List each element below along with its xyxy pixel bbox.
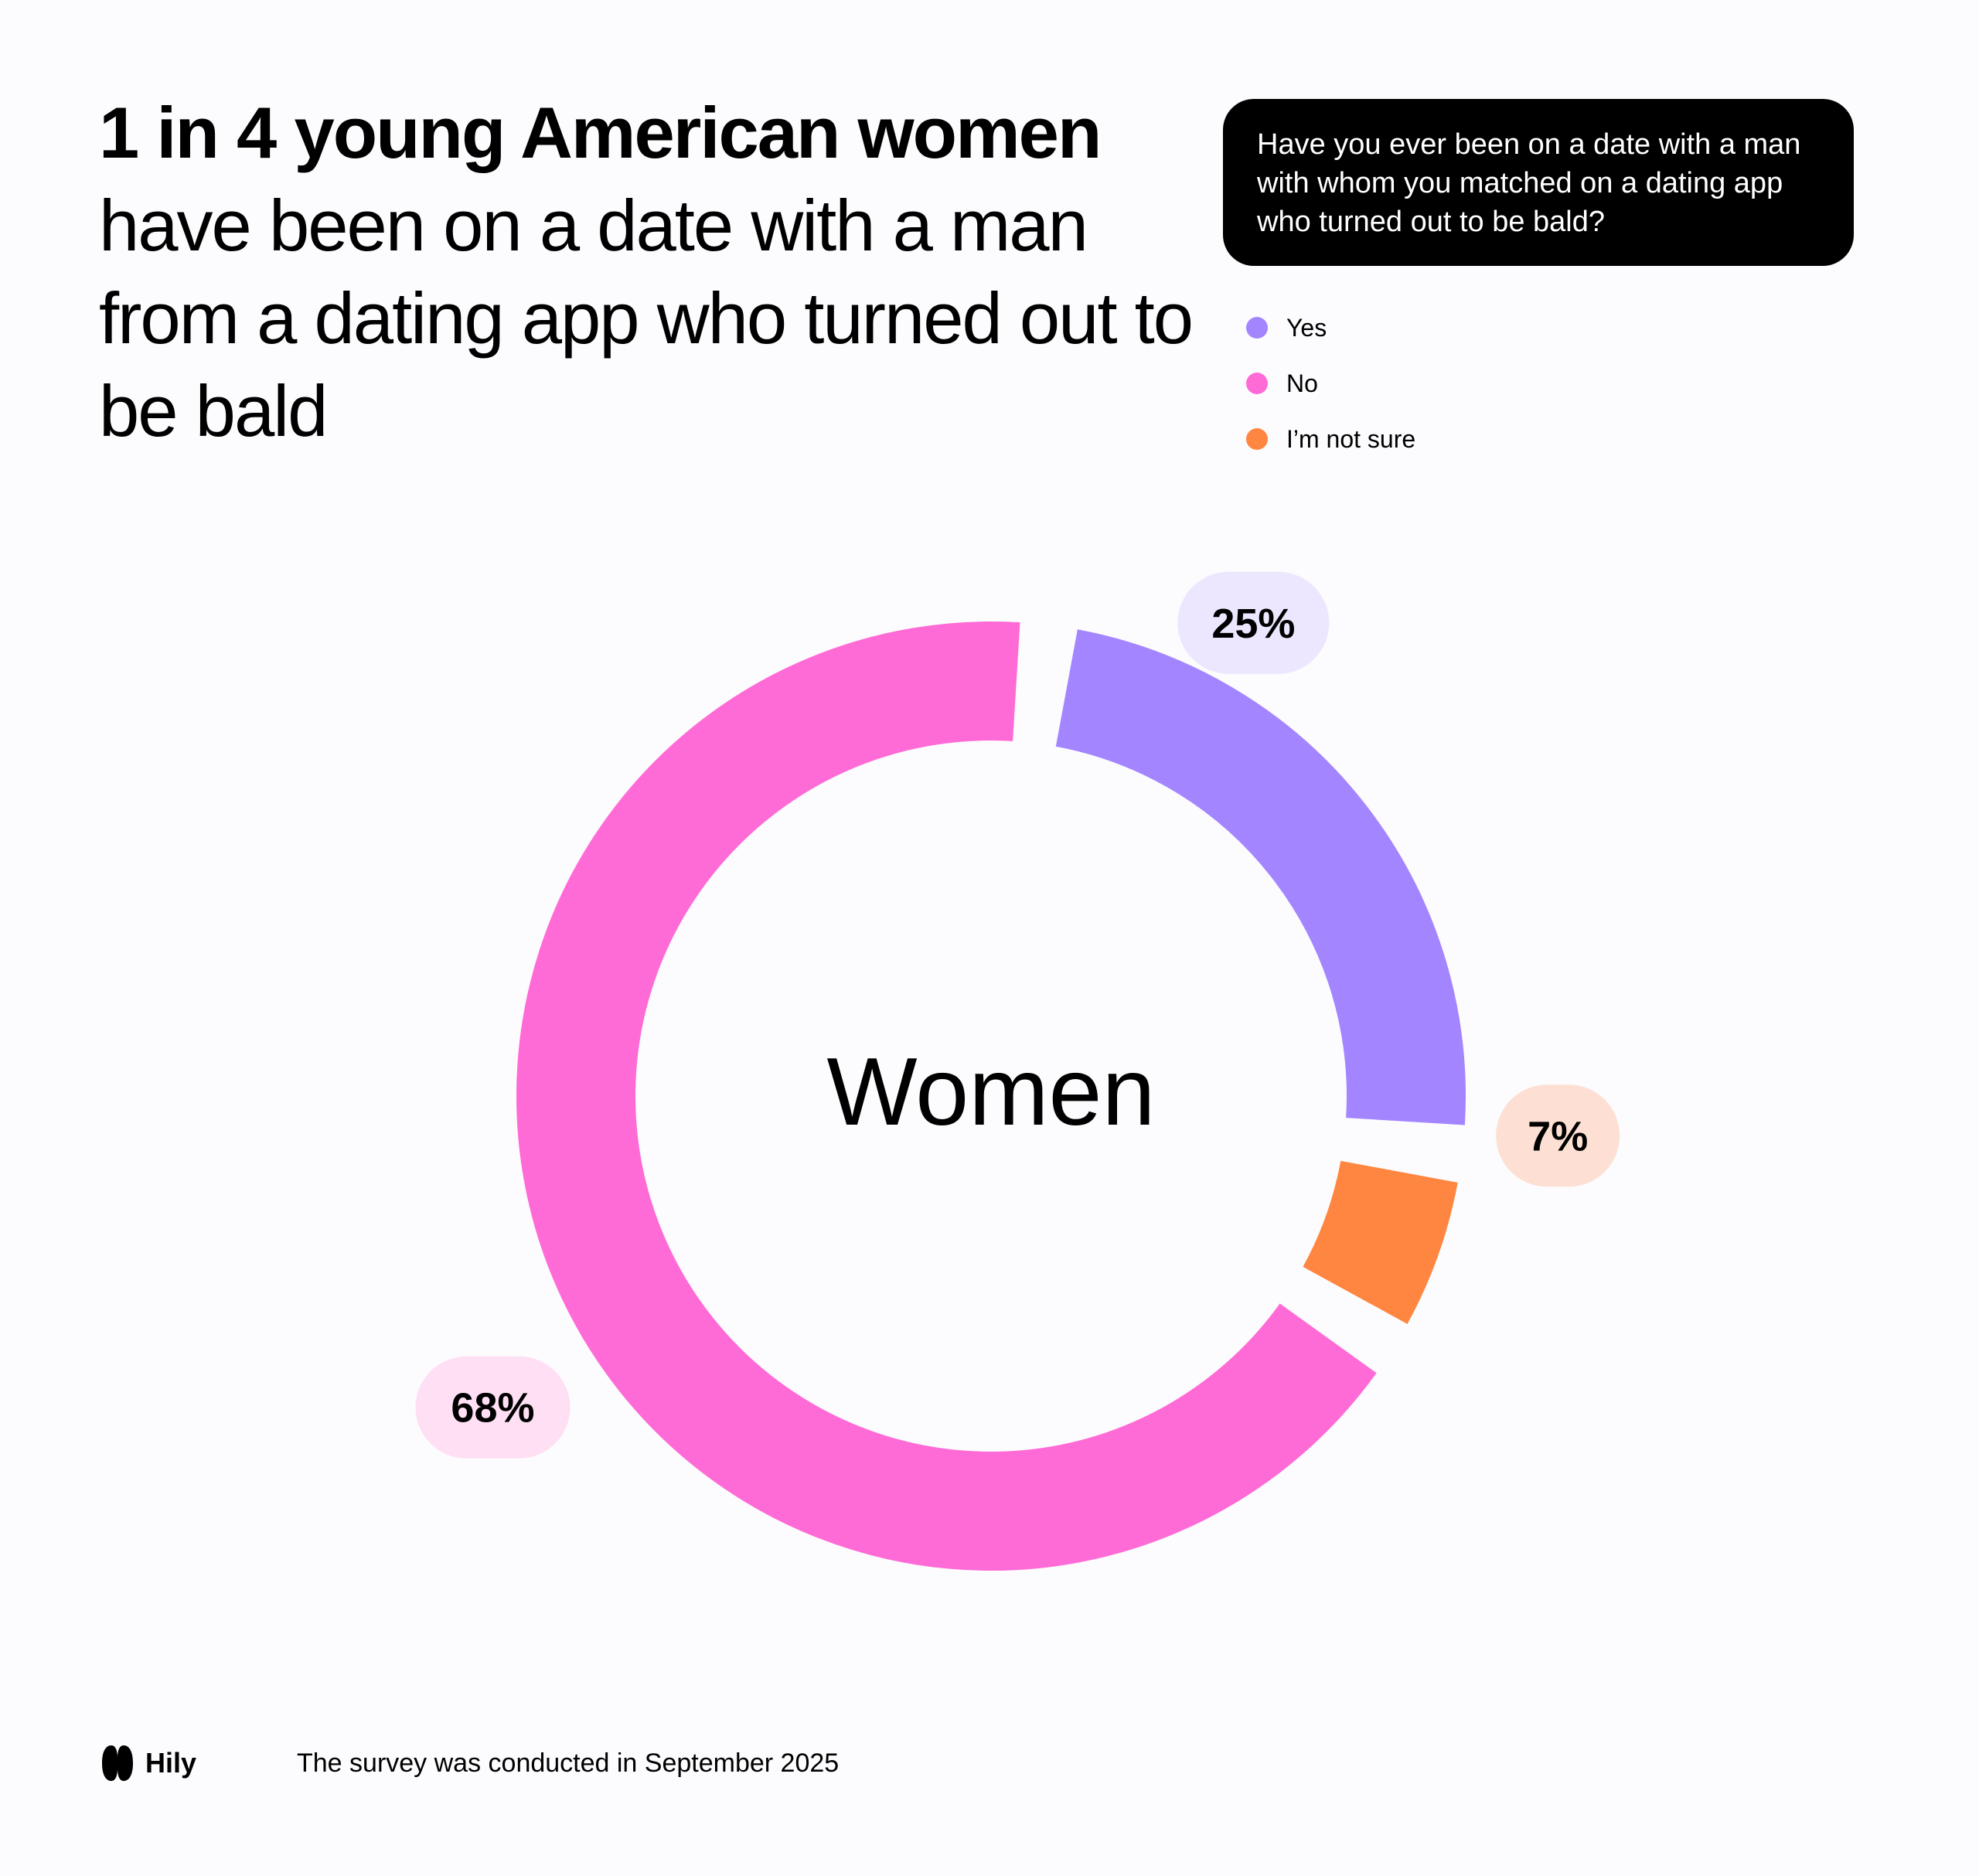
value-label-yes: 25% — [1211, 601, 1295, 647]
headline: 1 in 4 young American women have been on… — [99, 87, 1212, 458]
legend-dot-yes — [1246, 317, 1268, 339]
legend-item-no: No — [1246, 356, 1415, 411]
slice-yes — [1055, 629, 1466, 1125]
logo-text: Hily — [145, 1747, 197, 1779]
hily-logo: Hily — [99, 1744, 196, 1782]
value-pill-yes — [1177, 571, 1330, 674]
value-label-no: 68% — [451, 1385, 534, 1432]
slice-no — [516, 621, 1377, 1571]
legend-label-no: No — [1286, 369, 1318, 397]
donut-slices — [516, 621, 1466, 1571]
question-text: Have you ever been on a date with a man … — [1257, 128, 1801, 238]
footer-note: The survey was conducted in September 20… — [297, 1748, 840, 1778]
hily-logo-icon — [102, 1745, 133, 1781]
headline-bold: 1 in 4 young American women — [99, 92, 1102, 173]
center-label: Women — [827, 1039, 1156, 1146]
legend-dot-not-sure — [1246, 428, 1268, 450]
value-pill-no — [415, 1356, 571, 1459]
value-pill-not-sure — [1496, 1084, 1620, 1187]
value-label-not-sure: 7% — [1528, 1113, 1588, 1159]
legend-item-yes: Yes — [1246, 300, 1415, 356]
legend-label-not-sure: I’m not sure — [1286, 424, 1416, 453]
legend-label-yes: Yes — [1286, 313, 1327, 342]
value-labels: 25% 68% 7% — [415, 571, 1620, 1459]
slice-not-sure — [1302, 1159, 1458, 1324]
legend-item-not-sure: I’m not sure — [1246, 411, 1415, 467]
legend-dot-no — [1246, 373, 1268, 394]
headline-rest: have been on a date with a man from a da… — [99, 185, 1194, 451]
legend: Yes No I’m not sure — [1246, 300, 1415, 467]
question-box: Have you ever been on a date with a man … — [1223, 99, 1854, 266]
